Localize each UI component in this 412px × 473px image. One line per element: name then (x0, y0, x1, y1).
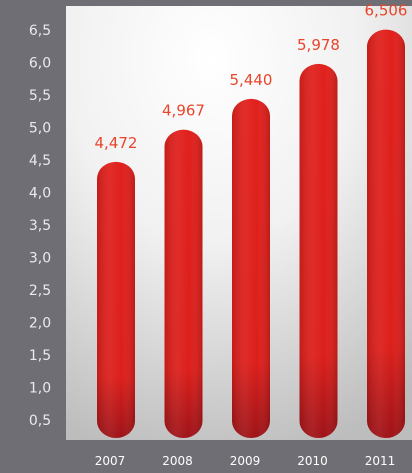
bar-shading-2011 (367, 29, 405, 439)
x-tick-label-2011: 2011 (365, 454, 396, 468)
y-tick-label: 3,0 (29, 251, 51, 267)
value-label-2011: 6,506 (365, 2, 408, 20)
y-tick-label: 6,0 (29, 56, 51, 72)
x-tick-label-2009: 2009 (230, 454, 261, 468)
y-tick-label: 4,0 (29, 186, 51, 202)
y-tick-label: 1,5 (29, 348, 51, 364)
y-tick-label: 1,0 (29, 381, 51, 397)
bar-shading-2008 (164, 129, 203, 438)
y-tick-label: 3,5 (29, 218, 51, 234)
bar-shading-2010 (299, 63, 338, 439)
x-tick-label-2008: 2008 (162, 454, 193, 468)
bar-series (97, 29, 405, 439)
y-tick-label: 5,5 (29, 88, 51, 104)
y-axis-tick-labels: 0,5 1,0 1,5 2,0 2,5 3,0 3,5 4,0 4,5 5,0 5,5 6,0 6,5 (29, 23, 51, 429)
y-tick-label: 2,0 (29, 316, 51, 332)
x-axis-tick-labels: 2007 2008 2009 2010 2011 (95, 454, 396, 468)
value-label-2009: 5,440 (230, 71, 273, 89)
value-label-2007: 4,472 (95, 134, 138, 152)
y-tick-label: 4,5 (29, 153, 51, 169)
y-tick-label: 0,5 (29, 413, 51, 429)
y-tick-label: 6,5 (29, 23, 51, 39)
y-tick-label: 5,0 (29, 121, 51, 137)
x-tick-label-2010: 2010 (297, 454, 328, 468)
data-labels: 4,472 4,967 5,440 5,978 6,506 (95, 2, 408, 152)
bar-shading-2009 (232, 98, 270, 439)
bar-shading-2007 (97, 161, 135, 438)
value-label-2010: 5,978 (297, 36, 340, 54)
value-label-2008: 4,967 (162, 102, 205, 120)
x-tick-label-2007: 2007 (95, 454, 126, 468)
y-tick-label: 2,5 (29, 283, 51, 299)
